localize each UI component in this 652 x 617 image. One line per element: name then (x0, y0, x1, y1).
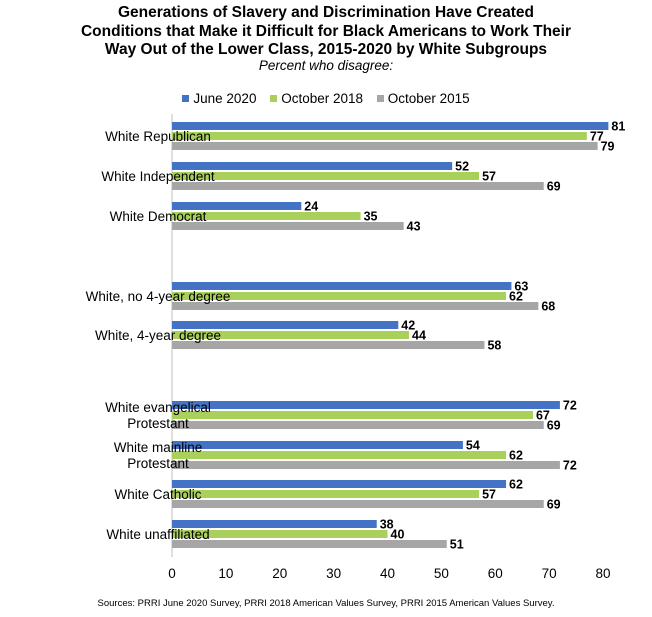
legend-swatch (182, 95, 190, 102)
category-label: White Democrat (110, 209, 207, 224)
chart-title: Generations of Slavery and Discriminatio… (0, 4, 652, 60)
category-label: White evangelical (105, 400, 211, 415)
bar (172, 411, 533, 419)
data-label: 62 (509, 478, 523, 492)
data-label: 24 (304, 200, 318, 214)
bar (172, 212, 361, 220)
bar (172, 132, 587, 140)
bar (172, 441, 463, 449)
category-label: Protestant (127, 456, 189, 471)
x-tick-label: 60 (488, 566, 503, 581)
x-tick-label: 10 (218, 566, 233, 581)
x-tick-label: 20 (272, 566, 287, 581)
category-label: White mainline (114, 440, 203, 455)
bar (172, 172, 480, 180)
bar (172, 222, 404, 230)
category-label: Protestant (127, 416, 189, 431)
chart-title-line: Way Out of the Lower Class, 2015-2020 by… (104, 41, 548, 58)
category-label: White Republican (105, 129, 211, 144)
x-tick-label: 70 (542, 566, 557, 581)
data-label: 40 (391, 528, 405, 542)
legend-swatch (376, 95, 384, 102)
legend-item-october-2018: October 2018 (270, 91, 363, 106)
source-note: Sources: PRRI June 2020 Survey, PRRI 201… (97, 598, 555, 609)
bar (172, 480, 507, 488)
data-label: 81 (611, 120, 625, 134)
legend-label: October 2018 (281, 91, 364, 106)
x-tick-label: 30 (326, 566, 341, 581)
data-label: 79 (601, 140, 615, 154)
bar (172, 182, 544, 190)
bar (172, 302, 539, 310)
legend-item-october-2015: October 2015 (376, 91, 470, 106)
bar (172, 530, 388, 538)
data-label: 72 (563, 399, 577, 413)
chart-title-line: Conditions that Make it Difficult for Bl… (80, 22, 572, 40)
data-label: 54 (466, 439, 480, 453)
category-label: White, no 4-year degree (86, 289, 231, 304)
category-label: White, 4-year degree (95, 328, 221, 343)
data-label: 35 (364, 210, 378, 224)
bar (172, 490, 480, 498)
data-label: 51 (450, 538, 464, 552)
category-label: White Catholic (114, 487, 201, 502)
bar (172, 331, 410, 339)
data-label: 62 (509, 449, 523, 463)
data-label: 42 (401, 319, 415, 333)
bar (172, 540, 447, 548)
bar (172, 421, 544, 429)
x-tick-label: 50 (434, 566, 449, 581)
category-label: White unaffiliated (106, 527, 209, 542)
legend-swatch (270, 95, 278, 102)
category-label: White Independent (101, 169, 215, 184)
legend-label: October 2015 (387, 91, 470, 106)
bar (172, 142, 598, 150)
data-label: 72 (563, 459, 577, 473)
data-label: 69 (547, 498, 561, 512)
data-label: 52 (455, 160, 469, 174)
data-label: 69 (547, 180, 561, 194)
data-label: 77 (590, 130, 604, 144)
data-label: 63 (514, 280, 528, 294)
data-label: 68 (541, 300, 555, 314)
x-tick-label: 80 (595, 566, 610, 581)
bar (172, 520, 377, 528)
legend-item-june-2020: June 2020 (182, 91, 256, 106)
data-label: 57 (482, 488, 496, 502)
bar (172, 292, 507, 300)
bar (172, 451, 507, 459)
data-label: 67 (536, 409, 550, 423)
bar (172, 500, 544, 508)
data-label: 44 (412, 329, 426, 343)
data-label: 58 (487, 339, 501, 353)
bar (172, 401, 560, 409)
x-tick-label: 0 (168, 566, 176, 581)
chart-legend: June 2020 October 2018 October 2015 (0, 90, 652, 106)
chart-title-line: Generations of Slavery and Discriminatio… (117, 4, 535, 21)
bar (172, 341, 485, 349)
data-label: 57 (482, 170, 496, 184)
x-tick-label: 40 (380, 566, 395, 581)
bar (172, 282, 512, 290)
bar (172, 202, 302, 210)
data-label: 43 (407, 220, 421, 234)
data-label: 69 (547, 419, 561, 433)
bar (172, 461, 560, 469)
chart-subtitle: Percent who disagree: (258, 58, 394, 73)
bar (172, 321, 399, 329)
bar (172, 162, 453, 170)
legend-label: June 2020 (193, 91, 257, 106)
bar (172, 122, 609, 130)
data-label: 62 (509, 290, 523, 304)
data-label: 38 (380, 518, 394, 532)
